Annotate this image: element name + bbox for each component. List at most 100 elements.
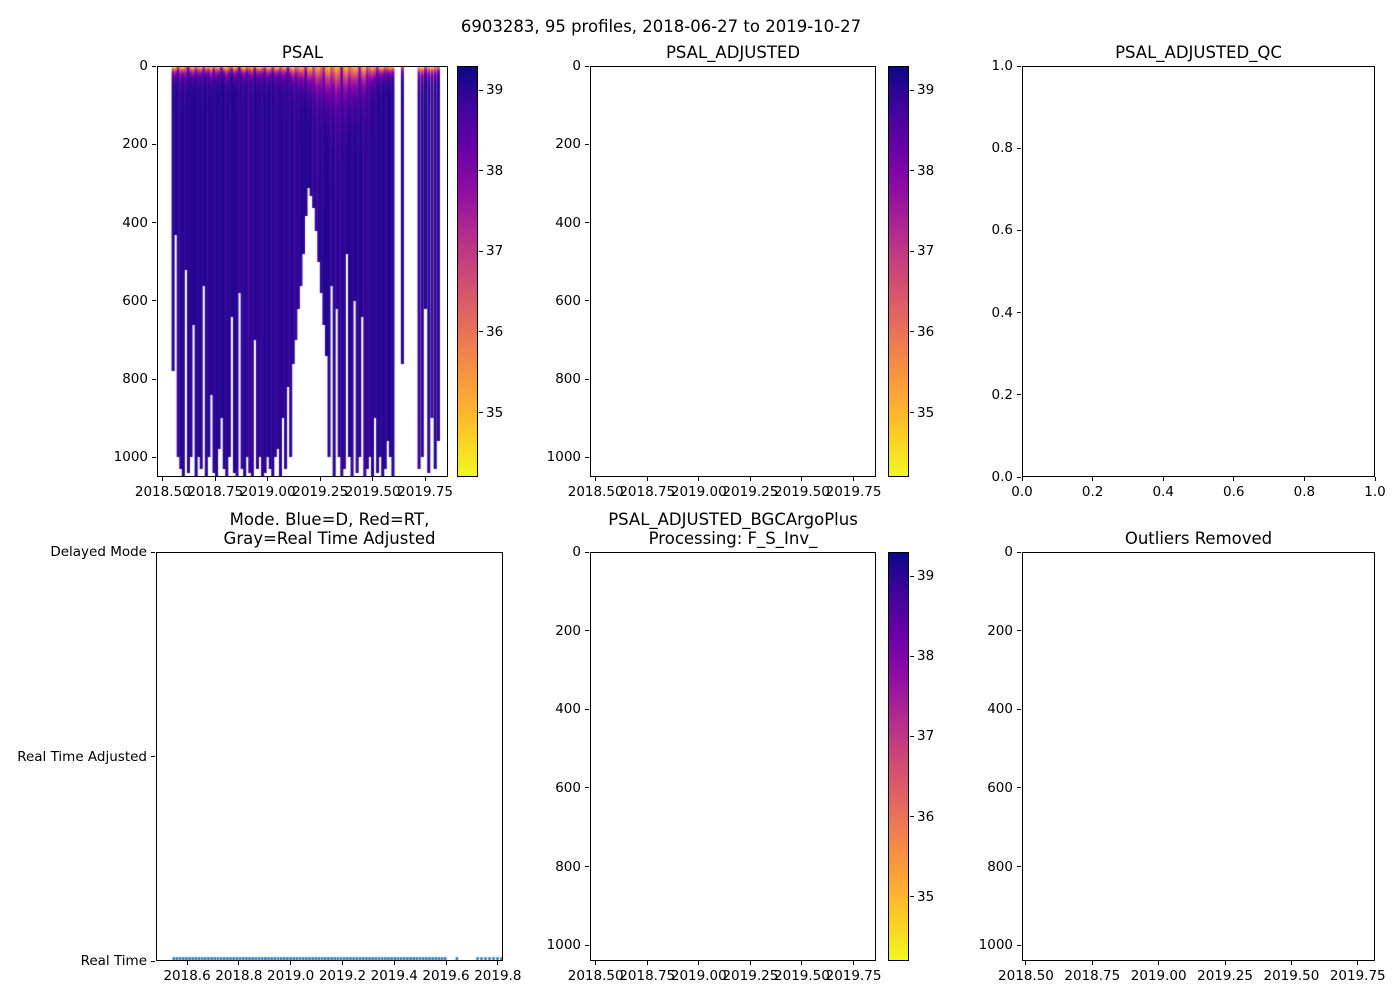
y-tick-label: 400 xyxy=(555,214,581,231)
colorbar-psal_adjusted: 39 38 37 36 35 xyxy=(888,66,934,477)
tick-mark xyxy=(910,331,914,333)
tick-mark xyxy=(910,655,914,657)
axes-outliers_removed xyxy=(1022,552,1375,961)
colorbar-psal_adjusted_bgc: 39 38 37 36 35 xyxy=(888,552,934,961)
tick-mark xyxy=(910,412,914,414)
y-tick-label: 0.0 xyxy=(991,469,1013,485)
x-tick-label: 0.8 xyxy=(1293,484,1316,500)
x-tick-label: 2019.25 xyxy=(1197,968,1253,984)
colorbar-tick-label: 37 xyxy=(486,243,504,260)
panel-psal: PSAL 2018.50 2018.75 2019.00 2019.25 2019.50 2… xyxy=(114,43,453,500)
tick-mark xyxy=(479,412,483,414)
axes-psal_adjusted_bgc xyxy=(590,552,876,961)
y-tick-label: 800 xyxy=(987,858,1013,875)
y-tick-label: 0 xyxy=(572,58,581,74)
panel-title-line: Mode. Blue=D, Red=RT, xyxy=(229,510,430,529)
tick-mark xyxy=(151,551,155,553)
y-tick-label: 800 xyxy=(555,858,581,875)
tick-mark xyxy=(585,944,589,946)
tick-mark xyxy=(162,477,164,481)
panel-title-line: Processing: F_S_Inv_ xyxy=(648,529,818,548)
colorbar-gradient-psal xyxy=(458,67,477,476)
y-tick-label: 1000 xyxy=(113,449,148,466)
x-tick-label: 2019.75 xyxy=(1329,968,1386,984)
tick-mark xyxy=(585,551,589,553)
tick-mark xyxy=(1303,477,1305,481)
panel-title-line: PSAL_ADJUSTED xyxy=(665,43,801,62)
y-tick-label: 800 xyxy=(122,371,148,388)
tick-mark xyxy=(1091,961,1093,965)
tick-mark xyxy=(424,477,426,481)
panel-psal_adjusted_bgc: PSAL_ADJUSTED_BGCArgoPlus Processing: F_S… xyxy=(547,510,882,984)
tick-mark xyxy=(585,65,589,67)
colorbar-tick-label: 35 xyxy=(486,404,504,421)
axes-psal_adjusted_qc xyxy=(1022,66,1375,477)
panel-title-psal_adjusted_qc: PSAL_ADJUSTED_QC xyxy=(1022,43,1375,62)
heatmap-psal xyxy=(158,67,447,476)
tick-mark xyxy=(585,300,589,302)
x-tick-label: 2019.00 xyxy=(239,484,296,500)
y-tick-label: 1.0 xyxy=(991,58,1013,74)
tick-mark xyxy=(372,477,374,481)
x-tick-label: 2018.75 xyxy=(1064,968,1121,984)
tick-mark xyxy=(1017,708,1021,710)
tick-mark xyxy=(238,961,240,965)
y-tick-label: 1000 xyxy=(546,449,581,466)
tick-mark xyxy=(152,378,156,380)
panel-title-psal_adjusted_bgc: PSAL_ADJUSTED_BGCArgoPlus Processing: F_S… xyxy=(590,510,876,548)
colorbar-tick-label: 37 xyxy=(917,243,935,260)
x-tick-label: 2019.00 xyxy=(1130,968,1187,984)
x-tick-label: 2019.8 xyxy=(474,968,522,984)
y-tick-label: 0.8 xyxy=(991,140,1013,157)
tick-mark xyxy=(1357,961,1359,965)
x-tick-label: 2019.75 xyxy=(397,484,454,500)
x-tick-label: 2019.2 xyxy=(318,968,367,984)
x-tick-label: 2019.00 xyxy=(670,484,727,500)
tick-mark xyxy=(749,961,751,965)
tick-mark xyxy=(1162,477,1164,481)
tick-mark xyxy=(479,89,483,91)
x-tick-label: 2019.50 xyxy=(774,484,830,500)
tick-mark xyxy=(910,89,914,91)
x-tick-label: 2018.75 xyxy=(619,968,676,984)
x-tick-label: 2018.8 xyxy=(215,968,263,984)
tick-mark xyxy=(801,961,803,965)
x-tick-label: 2018.50 xyxy=(567,968,624,984)
tick-mark xyxy=(801,477,803,481)
x-tick-label: 2019.25 xyxy=(722,484,779,500)
tick-mark xyxy=(595,477,597,481)
tick-mark xyxy=(479,250,483,252)
figure-suptitle: 6903283, 95 profiles, 2018-06-27 to 2019… xyxy=(460,17,862,36)
colorbar-gradient-psal_adjusted_bgc xyxy=(889,553,908,960)
tick-mark xyxy=(152,65,156,67)
x-tick-label: 1.0 xyxy=(1364,484,1386,500)
y-tick-label: 0.6 xyxy=(991,222,1013,239)
tick-mark xyxy=(910,896,914,898)
y-tick-label: 800 xyxy=(555,371,581,388)
tick-mark xyxy=(1017,551,1021,553)
colorbar-tick-label: 38 xyxy=(917,648,935,665)
tick-mark xyxy=(585,630,589,632)
y-tick-label: 1000 xyxy=(546,937,581,954)
x-tick-label: 2018.75 xyxy=(619,484,676,500)
x-tick-label: 2019.6 xyxy=(422,968,470,984)
tick-mark xyxy=(1017,944,1021,946)
x-tick-label: 2019.75 xyxy=(825,968,882,984)
tick-mark xyxy=(1158,961,1160,965)
tick-mark xyxy=(445,961,447,965)
panel-mode: Mode. Blue=D, Red=RT, Gray=Real Time Adju… xyxy=(17,510,521,984)
tick-mark xyxy=(1374,477,1376,481)
tick-mark xyxy=(698,477,700,481)
y-tick-label: 400 xyxy=(122,214,148,231)
tick-mark xyxy=(585,378,589,380)
x-tick-label: 2019.25 xyxy=(292,484,349,500)
tick-mark xyxy=(1017,787,1021,789)
tick-mark xyxy=(698,961,700,965)
tick-mark xyxy=(341,961,343,965)
panel-title-mode: Mode. Blue=D, Red=RT, Gray=Real Time Adju… xyxy=(156,510,503,548)
tick-mark xyxy=(595,961,597,965)
tick-mark xyxy=(152,456,156,458)
tick-mark xyxy=(1017,866,1021,868)
tick-mark xyxy=(186,961,188,965)
